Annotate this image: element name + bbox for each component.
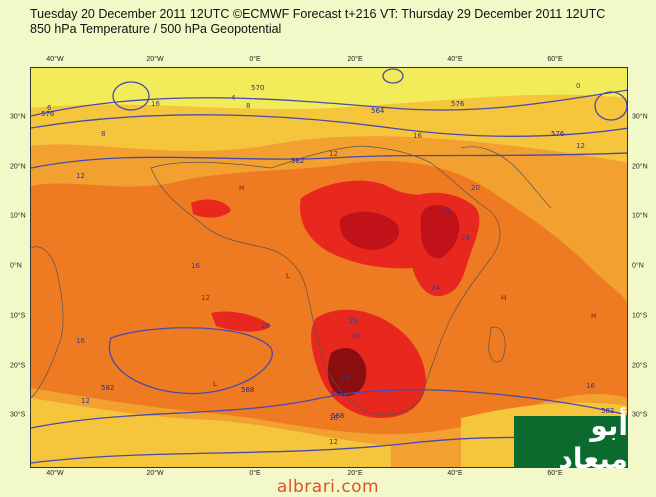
lon-tick-top-20w: 20°W (146, 56, 164, 63)
geopotential-label: 564 (371, 107, 385, 115)
geopotential-contour-582 (31, 152, 627, 169)
lon-tick-top-40w: 40°W (46, 56, 64, 63)
lat-tick-right-10s: 10°S (632, 312, 648, 320)
low-marker: L (213, 380, 217, 388)
temperature-label: 12 (81, 397, 90, 405)
geopotential-label: 570 (251, 84, 264, 92)
temperature-label: 16 (586, 382, 595, 390)
lat-tick-right-10n: 10°N (632, 212, 648, 220)
lat-tick-left-30n: 30°N (10, 113, 26, 121)
geopotential-label: 576 (451, 100, 465, 108)
temperature-label: 4 (231, 94, 236, 102)
temperature-label: 8 (246, 102, 250, 110)
geopotential-label: 576 (551, 130, 565, 138)
geopotential-label: 588 (241, 386, 254, 394)
geopotential-contour-582-south (108, 327, 273, 395)
arabia-coastline (460, 146, 552, 209)
temperature-label: 12 (576, 142, 585, 150)
lon-tick-top-40e: 40°E (447, 56, 463, 63)
low-marker: L (286, 272, 290, 280)
lon-tick-bottom-0e: 0°E (249, 470, 261, 477)
temperature-band-south (31, 398, 391, 467)
temperature-label: 12 (329, 150, 338, 158)
geopotential-label: 576 (331, 390, 345, 398)
temperature-label: 28 (341, 374, 350, 382)
lat-tick-left-20s: 20°S (10, 362, 26, 370)
lat-tick-right-30s: 30°S (632, 411, 648, 419)
forecast-map-svg: 576 570 564 576 582 576 582 588 576 582 … (31, 68, 627, 467)
temperature-label: 20 (261, 322, 270, 330)
pressure-markers-group: H L H L H (213, 184, 596, 388)
south-america-coastline (31, 246, 64, 399)
lat-tick-right-0n: 0°N (632, 262, 644, 270)
lat-tick-right-20n: 20°N (632, 163, 648, 171)
chart-subtitle: 850 hPa Temperature / 500 hPa Geopotenti… (30, 22, 282, 36)
temperature-label: 12 (329, 438, 338, 446)
lon-tick-top-0e: 0°E (249, 56, 261, 63)
temperature-label: 20 (471, 184, 480, 192)
high-marker: H (591, 312, 596, 320)
lon-tick-top-60e: 60°E (547, 56, 563, 63)
temperature-label: 28 (351, 332, 360, 340)
geopotential-label: 588 (331, 412, 344, 420)
temperature-label: 12 (76, 172, 85, 180)
forecast-map: 576 570 564 576 582 576 582 588 576 582 … (30, 67, 628, 468)
heat-core-southern-africa (327, 348, 367, 397)
geopotential-contour-588 (31, 389, 627, 429)
lat-tick-left-30s: 30°S (10, 411, 26, 419)
lon-tick-bottom-20w: 20°W (146, 470, 164, 477)
temperature-label: 8 (101, 130, 105, 138)
lat-tick-left-0n: 0°N (10, 262, 22, 270)
temperature-label: 16 (329, 414, 338, 422)
geopotential-label: 582 (291, 157, 304, 165)
temperature-labels-group: 6 8 12 12 16 16 12 20 24 24 28 24 20 28 … (47, 82, 595, 446)
heat-core-east-africa (420, 204, 460, 259)
heat-core-sahel (340, 211, 400, 250)
temperature-label: 20 (349, 317, 358, 325)
temperature-label: 0 (576, 82, 580, 90)
contour-labels-group: 576 570 564 576 582 576 582 588 576 582 … (41, 84, 614, 420)
africa-coastline (150, 145, 501, 416)
heat-spot-west (191, 199, 231, 218)
madagascar-coastline (488, 326, 506, 363)
geopotential-label: 582 (601, 407, 614, 415)
temperature-label: 16 (413, 132, 422, 140)
lat-tick-left-10s: 10°S (10, 312, 26, 320)
watermark-logo: أبو ميعاد (514, 409, 628, 475)
lon-tick-bottom-40w: 40°W (46, 470, 64, 477)
lat-tick-left-10n: 10°N (10, 212, 26, 220)
heat-spot-atlantic (211, 311, 271, 332)
chart-header: Tuesday 20 December 2011 12UTC ©ECMWF Fo… (30, 7, 605, 37)
high-marker: H (239, 184, 244, 192)
watermark-text: أبو ميعاد (558, 409, 628, 475)
lat-tick-right-20s: 20°S (632, 362, 648, 370)
lat-tick-left-20n: 20°N (10, 163, 26, 171)
temperature-label: 12 (201, 294, 210, 302)
geopotential-contour-576 (31, 114, 627, 137)
temperature-label: 16 (191, 262, 200, 270)
low-closed-contour-west (112, 81, 150, 111)
temperature-label: 24 (441, 208, 450, 216)
geopotential-label: 576 (41, 110, 55, 118)
temperature-label: 16 (151, 100, 160, 108)
footer-url: albrari.com (276, 477, 380, 497)
chart-title: Tuesday 20 December 2011 12UTC ©ECMWF Fo… (30, 7, 606, 21)
high-closed-contour-north (382, 68, 404, 84)
lon-tick-bottom-40e: 40°E (447, 470, 463, 477)
lon-tick-bottom-60e: 60°E (547, 470, 563, 477)
temperature-label: 6 (47, 104, 52, 112)
geopotential-contour-570 (31, 89, 627, 117)
lat-tick-right-30n: 30°N (632, 113, 648, 121)
temperature-label: 24 (431, 284, 440, 292)
geopotential-label: 582 (101, 384, 114, 392)
low-closed-contour-east (594, 91, 627, 121)
high-marker: H (501, 294, 506, 302)
temperature-label: 24 (461, 234, 470, 242)
lon-tick-bottom-20e: 20°E (347, 470, 363, 477)
temperature-label: 16 (76, 337, 85, 345)
lon-tick-top-20e: 20°E (347, 56, 363, 63)
